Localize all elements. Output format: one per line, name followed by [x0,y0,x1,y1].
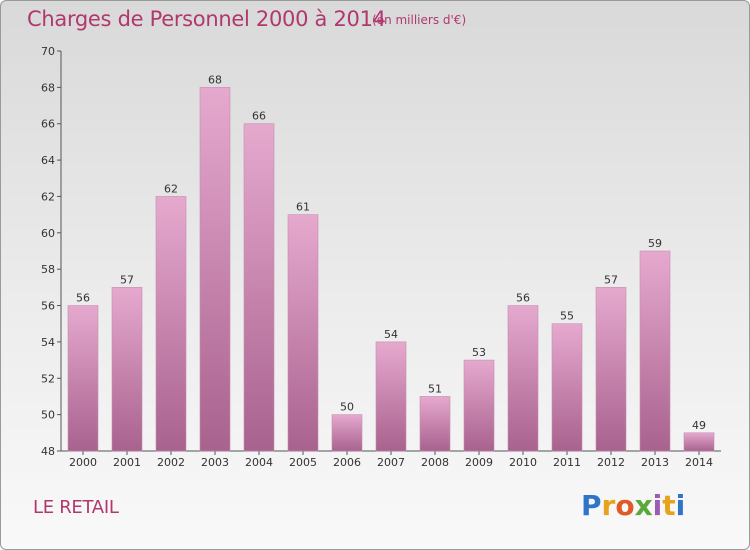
x-tick-label-2014: 2014 [685,456,713,469]
x-tick-label-2006: 2006 [333,456,361,469]
logo-letter: o [615,489,635,522]
y-tick-label: 52 [41,372,55,385]
bar-2010 [507,305,539,452]
bar-2007 [375,341,407,452]
logo-letter: x [634,489,653,522]
value-label-2003: 68 [208,73,222,86]
bar-2000 [67,305,99,452]
y-tick-label: 60 [41,227,55,240]
value-label-2001: 57 [120,273,134,286]
bar-2004 [243,123,275,452]
x-tick-label-2001: 2001 [113,456,141,469]
value-label-2006: 50 [340,401,354,414]
value-label-2009: 53 [472,346,486,359]
y-tick-label: 56 [41,300,55,313]
y-tick-label: 58 [41,263,55,276]
proxiti-logo: Proxiti [581,488,685,524]
y-tick-label: 66 [41,118,55,131]
bar-2006 [331,414,363,452]
x-tick-label-2010: 2010 [509,456,537,469]
x-tick-label-2005: 2005 [289,456,317,469]
logo-letter: P [581,489,602,522]
value-label-2002: 62 [164,182,178,195]
chart-title: Charges de Personnel 2000 à 2014 [27,7,386,31]
bar-2008 [419,396,451,452]
bar-2001 [111,287,143,452]
value-label-2010: 56 [516,292,530,305]
value-label-2007: 54 [384,328,398,341]
bar-2011 [551,323,583,452]
value-label-2013: 59 [648,237,662,250]
y-tick-label: 48 [41,445,55,458]
y-tick-label: 68 [41,81,55,94]
bar-2012 [595,287,627,452]
x-tick-label-2009: 2009 [465,456,493,469]
logo-letter: i [675,489,686,522]
x-tick-label-2011: 2011 [553,456,581,469]
bar-2003 [199,87,231,452]
y-tick-label: 54 [41,336,55,349]
logo-letter: t [662,489,676,522]
value-label-2000: 56 [76,292,90,305]
bar-2009 [463,359,495,452]
value-label-2011: 55 [560,310,574,323]
value-label-2005: 61 [296,201,310,214]
value-label-2014: 49 [692,419,706,432]
bar-2014 [683,432,715,452]
chart-unit: (en milliers d'€) [372,13,467,27]
x-tick-label-2008: 2008 [421,456,449,469]
y-tick-label: 62 [41,190,55,203]
bar-2002 [155,196,187,452]
logo-letter: i [652,489,663,522]
value-label-2012: 57 [604,273,618,286]
x-tick-label-2003: 2003 [201,456,229,469]
value-label-2004: 66 [252,110,266,123]
x-tick-label-2002: 2002 [157,456,185,469]
y-tick-label: 64 [41,154,55,167]
logo-letter: r [601,489,616,522]
value-label-2008: 51 [428,382,442,395]
bar-2005 [287,214,319,452]
x-tick-label-2007: 2007 [377,456,405,469]
x-tick-label-2004: 2004 [245,456,273,469]
x-tick-label-2000: 2000 [69,456,97,469]
x-tick-label-2012: 2012 [597,456,625,469]
bar-2013 [639,250,671,452]
x-tick-label-2013: 2013 [641,456,669,469]
commune-name: LE RETAIL [33,497,119,518]
y-tick-label: 50 [41,409,55,422]
y-tick-label: 70 [41,45,55,58]
